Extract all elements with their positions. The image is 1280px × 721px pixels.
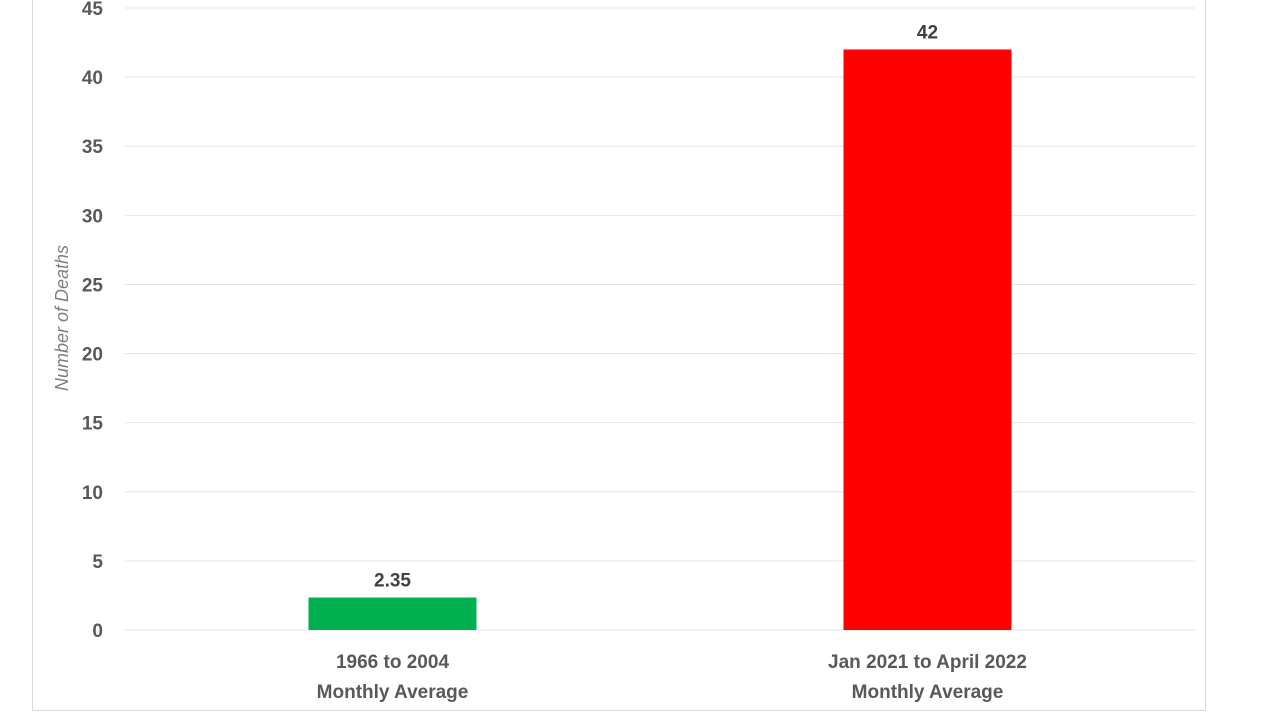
y-tick-label: 25 [82, 275, 104, 296]
bars [308, 49, 1012, 630]
y-tick-label: 5 [92, 552, 103, 573]
y-axis-title: Number of Deaths [52, 245, 72, 391]
y-tick-label: 35 [82, 137, 104, 158]
x-tick-label-1-line-1: 1966 to 2004 [336, 652, 449, 673]
gridlines [125, 7, 1195, 631]
y-tick-label: 20 [82, 345, 103, 366]
y-tick-label: 40 [82, 68, 103, 89]
x-axis-tick-labels: 1966 to 2004 Monthly Average Jan 2021 to A… [317, 652, 1027, 703]
bar-1 [308, 597, 477, 630]
bar-2 [843, 49, 1012, 630]
x-tick-label-2-line-2: Monthly Average [852, 682, 1004, 703]
data-labels: 2.35 42 [374, 22, 938, 591]
y-tick-label: 45 [82, 0, 104, 20]
data-label-2: 42 [917, 22, 938, 43]
x-tick-label-2-line-1: Jan 2021 to April 2022 [828, 652, 1027, 673]
data-label-1: 2.35 [374, 571, 411, 592]
y-tick-label: 30 [82, 206, 103, 227]
y-tick-label: 15 [82, 414, 104, 435]
y-axis-tick-labels: 0 5 10 15 20 25 30 35 40 45 [82, 0, 104, 642]
y-tick-label: 10 [82, 483, 103, 504]
y-tick-label: 0 [92, 621, 103, 642]
x-tick-label-1-line-2: Monthly Average [317, 682, 469, 703]
